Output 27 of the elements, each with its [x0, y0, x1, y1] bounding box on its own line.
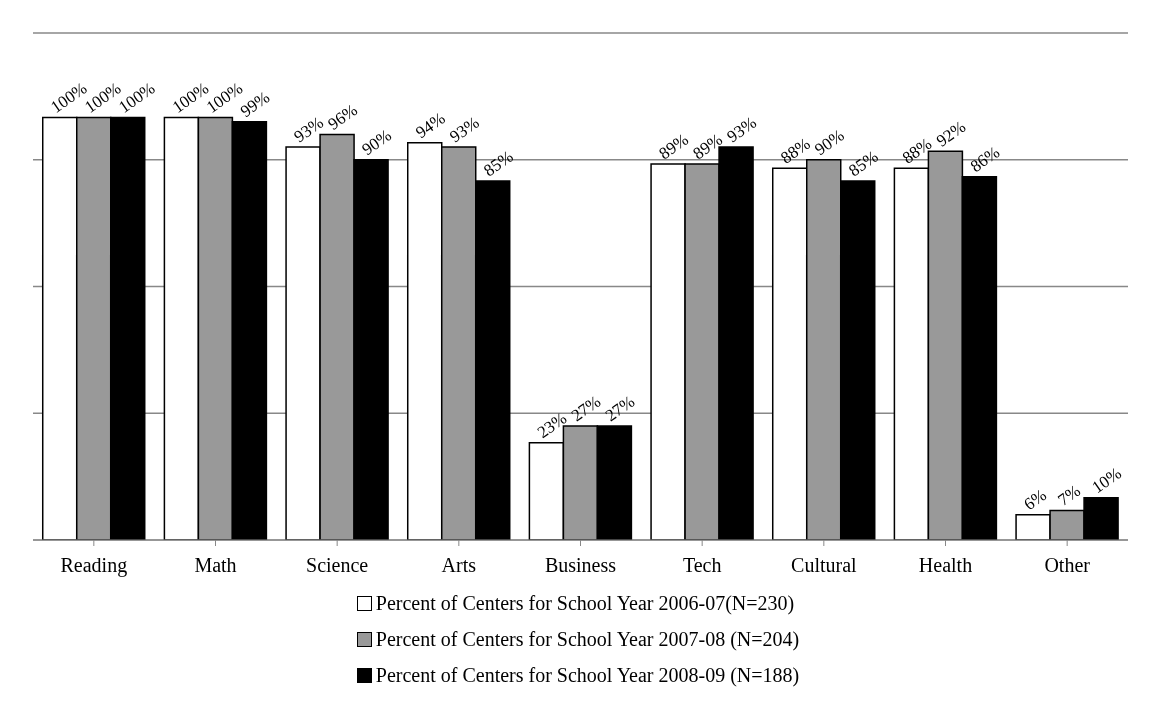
x-tick-label: Science: [306, 554, 369, 577]
data-label: 89%: [655, 129, 692, 164]
data-label: 10%: [1088, 463, 1125, 498]
data-label: 93%: [723, 112, 760, 147]
data-label: 7%: [1054, 481, 1084, 510]
legend-label: Percent of Centers for School Year 2006-07(N=230): [375, 591, 795, 615]
x-tick-label: Reading: [60, 554, 128, 578]
data-label: 96%: [324, 100, 361, 134]
x-tick-label: Math: [194, 554, 237, 577]
data-label: 90%: [358, 125, 395, 160]
x-tick-label: Tech: [682, 554, 722, 577]
x-tick-label: Cultural: [791, 554, 858, 577]
x-tick-label: Arts: [441, 554, 477, 577]
data-label: 85%: [480, 146, 517, 181]
legend-label: Percent of Centers for School Year 2008-09 (N=188): [375, 663, 800, 687]
data-label: 89%: [689, 129, 726, 164]
data-label: 85%: [845, 146, 882, 181]
data-label: 93%: [446, 112, 483, 147]
legend-label: Percent of Centers for School Year 2007-08 (N=204): [375, 627, 800, 651]
x-tick-label: Business: [544, 554, 617, 577]
x-tick-label: Health: [918, 554, 973, 577]
data-label: 6%: [1020, 485, 1050, 514]
data-label: 94%: [412, 108, 449, 143]
data-label: 88%: [777, 134, 814, 168]
x-tick-label: Other: [1044, 554, 1091, 577]
data-label: 93%: [290, 112, 327, 147]
data-label: 90%: [811, 125, 848, 160]
